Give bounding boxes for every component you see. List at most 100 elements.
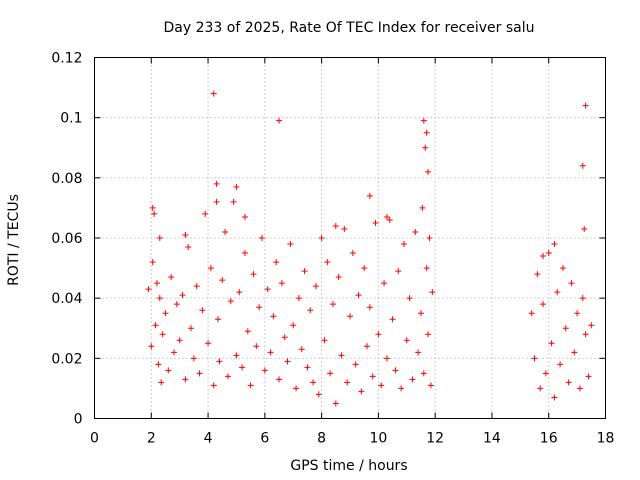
data-point [425,331,432,338]
data-point [545,250,552,257]
data-point [386,216,393,223]
data-point [554,289,561,296]
data-point [534,271,541,278]
data-point [576,385,583,392]
data-point [227,298,234,305]
scatter-points [145,90,595,407]
data-point [190,355,197,362]
data-point [366,192,373,199]
x-axis-label: GPS time / hours [290,458,407,474]
data-point [318,235,325,241]
x-tick-label: 10 [369,431,387,447]
data-point [358,388,365,395]
data-point [332,222,339,229]
data-point [202,210,209,217]
data-point [179,292,186,299]
data-point [531,355,538,362]
data-point [213,180,220,187]
x-tick-label: 2 [147,431,156,447]
chart-title: Day 233 of 2025, Rate Of TEC Index for r… [163,20,534,36]
data-point [344,379,351,386]
data-point [230,198,237,205]
x-tick-label: 4 [204,431,213,447]
data-point [304,364,311,371]
y-tick-label: 0.06 [51,231,82,247]
data-point [540,253,547,260]
data-point [329,301,336,308]
data-point [427,382,434,389]
data-point [332,400,339,407]
data-point [168,274,175,281]
x-tick-label: 6 [260,431,269,447]
data-point [295,295,302,302]
data-point [565,379,572,386]
y-tick-label: 0.1 [60,111,82,127]
data-point [193,283,200,290]
data-point [369,373,376,380]
data-point [551,394,558,401]
data-point [165,367,172,374]
data-point [312,283,319,290]
data-point [153,280,160,287]
data-point [381,280,388,287]
data-point [420,370,427,377]
data-point [537,385,544,392]
data-point [162,310,169,317]
data-point [588,322,595,329]
data-point [426,235,433,241]
data-point [366,304,373,311]
data-point [412,228,419,235]
y-tick-label: 0.08 [51,171,82,187]
data-point [185,244,192,251]
data-point [548,340,555,347]
data-point [188,325,195,332]
data-point [156,295,163,302]
axes: 0 2 4 6 8 10 12 14 16 18 0 0.02 0.04 0.06 0.08 0.1 0.12 [51,51,614,447]
data-point [338,352,345,359]
data-point [417,310,424,317]
data-point [298,346,305,353]
data-point [307,307,314,314]
y-tick-label: 0.04 [51,291,82,307]
data-point [562,325,569,332]
data-point [423,129,430,136]
data-point [568,280,575,287]
data-point [261,367,268,374]
data-point [301,268,308,275]
data-point [372,219,379,226]
data-point [327,370,334,377]
data-point [395,268,402,275]
data-point [324,259,331,266]
data-point [415,349,422,356]
data-point [355,292,362,299]
data-point [216,358,223,365]
data-point [148,343,155,350]
data-point [270,313,277,320]
data-point [233,183,240,190]
data-point [352,361,359,368]
data-point [210,90,217,97]
data-point [276,376,283,383]
y-tick-label: 0.02 [51,351,82,367]
data-point [349,250,356,257]
data-point [581,225,588,232]
data-point [420,117,427,124]
data-point [213,198,220,205]
data-point [196,370,203,377]
data-point [375,331,382,338]
data-point [540,301,547,308]
data-point [383,355,390,362]
data-point [400,241,407,248]
data-point [287,241,294,248]
data-point [149,204,156,211]
data-point [210,382,217,389]
data-point [406,295,413,302]
x-tick-label: 14 [483,431,501,447]
y-tick-label: 0.12 [51,51,82,67]
data-point [176,337,183,344]
data-point [419,204,426,211]
data-point [574,310,581,317]
data-point [398,385,405,392]
grid-lines [94,57,606,419]
